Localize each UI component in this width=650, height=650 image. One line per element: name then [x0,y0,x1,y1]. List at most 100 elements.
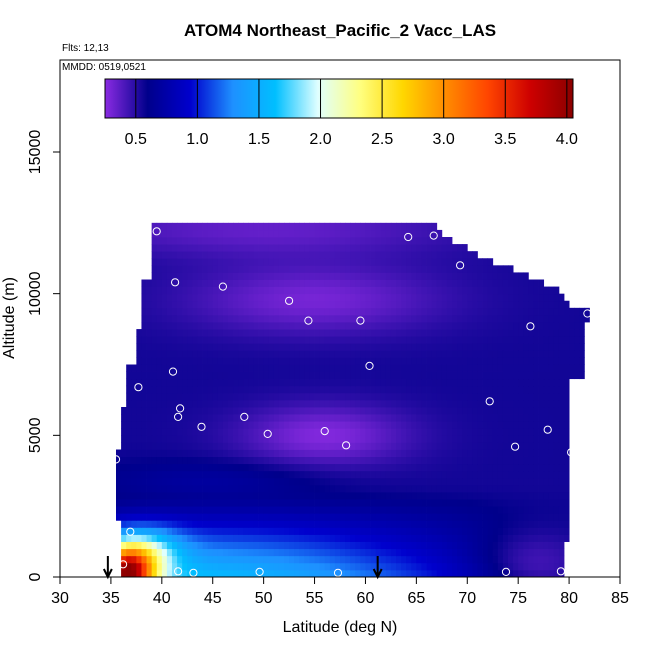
heatmap-cell [385,307,392,316]
heatmap-cell [579,322,585,330]
heatmap-cell [416,555,422,564]
heatmap-cell [462,392,468,401]
heatmap-cell [304,506,310,514]
heatmap-cell [431,343,438,351]
heatmap-cell [370,449,377,457]
heatmap-cell [523,470,529,479]
heatmap-cell [411,265,417,273]
heatmap-cell [273,477,280,486]
heatmap-cell [345,222,351,231]
heatmap-cell [141,463,147,472]
heatmap-cell [431,229,438,238]
heatmap-cell [411,477,417,486]
heatmap-cell [492,371,499,380]
heatmap-cell [462,265,468,273]
heatmap-cell [482,279,489,287]
heatmap-cell [253,314,259,323]
heatmap-cell [457,484,463,493]
heatmap-cell [543,499,550,507]
heatmap-cell [436,265,443,273]
heatmap-cell [401,569,407,578]
heatmap-cell [457,477,463,486]
heatmap-cell [462,279,468,287]
heatmap-cell [197,555,203,564]
heatmap-cell [553,541,560,550]
heatmap-cell [523,513,529,521]
heatmap-cell [396,237,402,245]
heatmap-cell [278,569,285,578]
heatmap-cell [334,385,341,394]
heatmap-cell [487,555,494,564]
heatmap-cell [385,506,392,514]
heatmap-cell [355,562,361,571]
heatmap-cell [441,279,448,287]
heatmap-cell [528,314,534,323]
heatmap-cell [238,314,244,323]
heatmap-cell [426,244,433,252]
heatmap-cell [217,237,224,245]
heatmap-cell [355,527,361,535]
heatmap-cell [365,272,371,280]
heatmap-cell [375,229,382,238]
heatmap-cell [207,428,214,436]
heatmap-cell [574,371,580,380]
heatmap-cell [258,343,265,351]
heatmap-cell [324,449,331,457]
heatmap-cell [548,364,555,372]
heatmap-cell [233,286,239,295]
heatmap-cell [222,251,229,259]
heatmap-cell [161,456,168,465]
heatmap-cell [212,484,219,493]
heatmap-cell [548,484,555,493]
heatmap-cell [452,414,458,422]
heatmap-cell [467,428,473,436]
heatmap-cell [482,562,489,571]
heatmap-cell [146,414,153,422]
heatmap-cell [360,343,366,351]
heatmap-cell [340,463,346,472]
heatmap-cell [411,555,417,564]
heatmap-cell [457,428,463,436]
heatmap-cell [345,569,351,578]
heatmap-cell [421,534,427,542]
heatmap-cell [523,293,529,302]
heatmap-cell [156,399,163,408]
heatmap-cell [304,222,310,231]
heatmap-cell [538,314,545,323]
heatmap-cell [345,350,351,358]
heatmap-cell [360,244,366,252]
heatmap-cell [401,499,407,507]
heatmap-cell [314,314,321,323]
heatmap-cell [299,428,305,436]
heatmap-cell [136,428,142,436]
heatmap-cell [233,499,239,507]
heatmap-cell [146,428,153,436]
heatmap-cell [360,520,366,528]
heatmap-cell [238,244,244,252]
heatmap-cell [340,414,346,422]
heatmap-cell [289,456,295,465]
heatmap-cell [263,562,270,571]
heatmap-cell [365,470,371,479]
heatmap-cell [172,279,178,287]
heatmap-cell [518,520,524,528]
heatmap-cell [172,520,178,528]
heatmap-cell [116,484,122,493]
heatmap-cell [553,350,560,358]
heatmap-cell [380,286,387,295]
heatmap-cell [217,492,224,500]
heatmap-cell [401,555,407,564]
heatmap-cell [558,378,565,387]
heatmap-cell [166,343,173,351]
heatmap-cell [238,456,244,465]
heatmap-cell [253,421,259,429]
heatmap-cell [172,229,178,238]
heatmap-cell [324,286,331,295]
heatmap-cell [482,520,489,528]
heatmap-cell [487,385,494,394]
heatmap-cell [233,392,239,401]
heatmap-cell [426,492,433,500]
heatmap-cell [334,449,341,457]
heatmap-cell [482,534,489,542]
heatmap-cell [197,435,203,443]
